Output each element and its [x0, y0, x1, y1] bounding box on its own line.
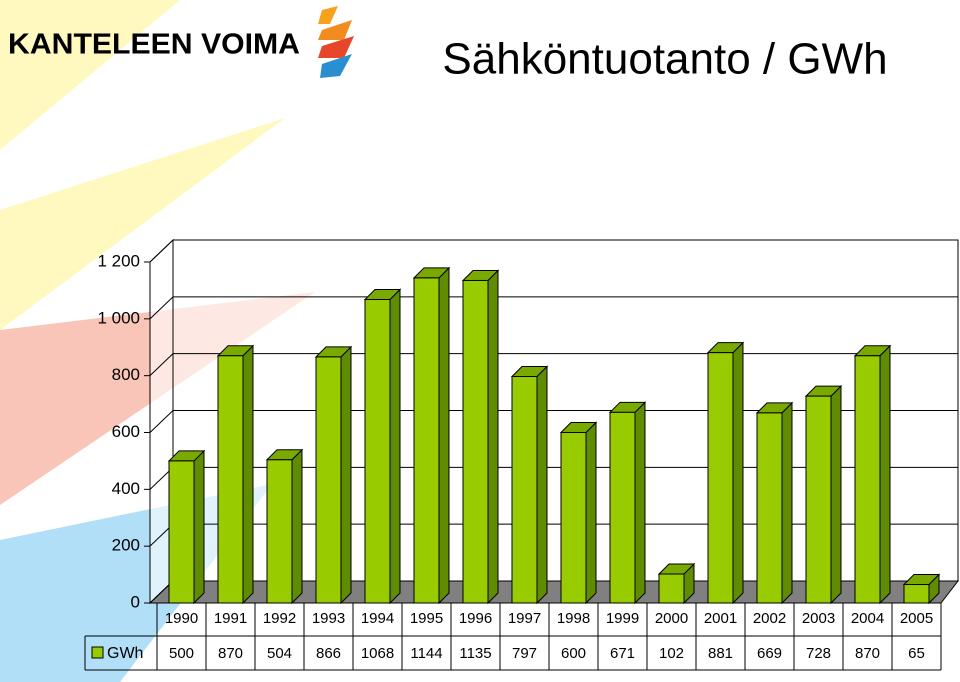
y-tick-label: 0 — [131, 592, 140, 611]
bar-side — [536, 365, 548, 605]
legend-label: GWh — [107, 645, 143, 662]
x-tick-label: 1992 — [263, 610, 296, 627]
grid-line — [149, 410, 958, 433]
legend-swatch — [91, 646, 104, 659]
x-tick-label: 2000 — [655, 610, 688, 627]
bar-side — [585, 421, 597, 605]
bar — [609, 411, 636, 604]
bar — [217, 355, 244, 604]
logo-text: KANTELEEN VOIMA — [8, 29, 300, 61]
bar — [756, 412, 783, 604]
bar-side — [438, 266, 450, 605]
y-tick-label: 200 — [112, 536, 140, 555]
bar — [168, 460, 195, 604]
bar — [315, 356, 342, 604]
bar — [560, 432, 587, 604]
bar — [462, 279, 489, 604]
value-label: 671 — [610, 645, 635, 662]
bar — [707, 352, 734, 604]
value-label: 881 — [708, 645, 733, 662]
value-label: 600 — [561, 645, 586, 662]
y-tick-label: 600 — [112, 422, 140, 441]
x-tick-label: 2004 — [851, 610, 884, 627]
x-tick-label: 1994 — [361, 610, 394, 627]
grid-line — [149, 239, 958, 263]
x-tick-label: 1993 — [312, 610, 345, 627]
x-tick-label: 1990 — [165, 610, 198, 627]
value-label: 1144 — [410, 645, 442, 662]
x-tick-label: 1999 — [606, 610, 639, 627]
value-label: 65 — [908, 645, 925, 662]
bar-side — [732, 341, 744, 605]
bar-side — [487, 269, 499, 605]
y-tick-label: 1 200 — [97, 251, 140, 270]
value-label: 870 — [218, 645, 243, 662]
x-tick-label: 1991 — [214, 610, 247, 627]
value-label: 669 — [757, 645, 782, 662]
value-label: 1068 — [361, 645, 394, 662]
value-label: 797 — [512, 645, 537, 662]
bar — [854, 355, 881, 604]
x-tick-label: 2005 — [900, 610, 933, 627]
plot-area: 0 200 400 600 800 1 000 1 200 GWh 500 870 504 866 10… — [84, 238, 960, 671]
bar — [413, 277, 440, 604]
x-tick-label: 1995 — [410, 610, 443, 627]
bar — [805, 395, 832, 604]
y-tick-label: 800 — [112, 365, 140, 384]
grid-line — [149, 353, 958, 377]
logo: KANTELEEN VOIMA — [8, 6, 354, 78]
bar-side — [242, 344, 254, 605]
bar-side — [830, 384, 842, 605]
value-label: 728 — [806, 645, 831, 662]
bar-side — [291, 448, 303, 605]
value-label: 102 — [659, 645, 684, 662]
bar — [364, 299, 391, 604]
bar-side — [389, 288, 401, 605]
grid-line — [149, 296, 958, 320]
value-label: 866 — [316, 645, 341, 662]
bar-side — [340, 345, 352, 605]
value-label: 1135 — [459, 645, 491, 662]
y-tick-label: 400 — [112, 479, 140, 498]
value-label: 870 — [855, 645, 880, 662]
bar — [658, 573, 685, 604]
bar — [266, 459, 293, 604]
value-label: 500 — [169, 645, 194, 662]
x-tick-label: 1997 — [508, 610, 541, 627]
x-tick-label: 1996 — [459, 610, 492, 627]
bar — [511, 376, 538, 604]
y-tick-label: 1 000 — [97, 308, 140, 327]
bar — [903, 584, 930, 604]
chart-title: Sähköntuotanto / GWh — [442, 35, 887, 84]
bar-side — [193, 449, 205, 605]
x-tick-label: 1998 — [557, 610, 590, 627]
x-tick-label: 2003 — [802, 610, 835, 627]
bar-side — [879, 344, 891, 605]
x-tick-label: 2002 — [753, 610, 786, 627]
bar-side — [781, 401, 793, 605]
bar-side — [634, 401, 646, 605]
x-tick-label: 2001 — [704, 610, 737, 627]
value-label: 504 — [267, 645, 292, 662]
